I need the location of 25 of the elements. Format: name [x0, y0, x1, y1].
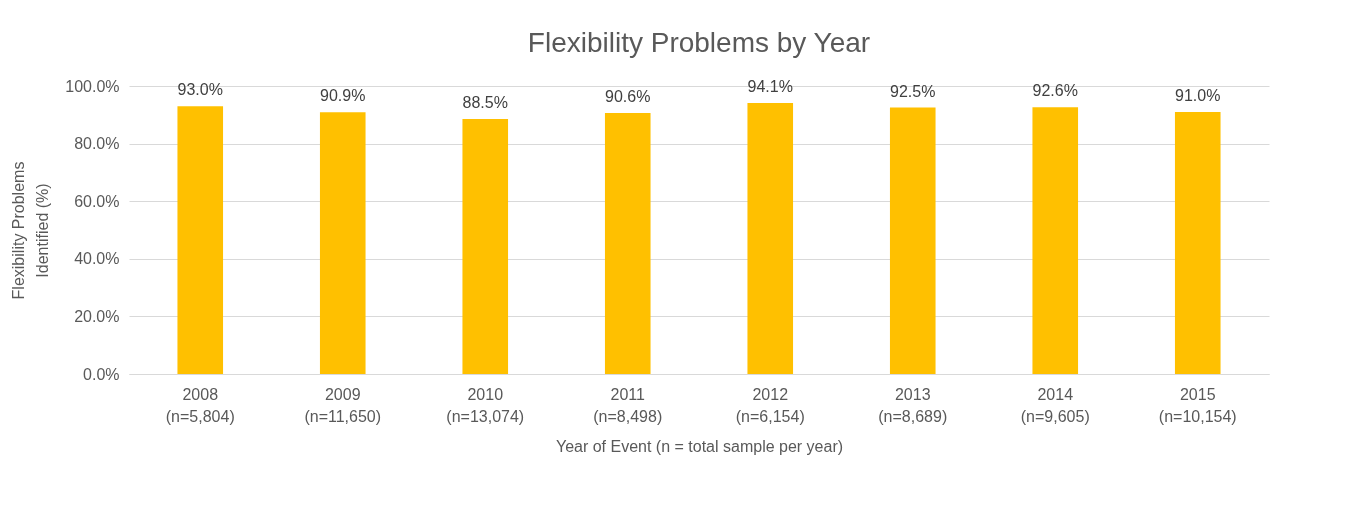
x-tick-label: 2009 (n=11,650) [304, 385, 382, 425]
y-tick-label: 80.0% [74, 135, 120, 153]
data-label: 92.6% [1032, 82, 1078, 100]
x-tick-label: 2011 (n=8,498) [593, 385, 663, 425]
data-label: 91.0% [1175, 86, 1221, 104]
x-tick-label: 2008 (n=5,804) [165, 385, 235, 425]
data-label: 90.6% [605, 88, 651, 106]
data-label: 92.5% [890, 82, 936, 100]
y-tick-label: 20.0% [74, 307, 120, 325]
x-axis-title: Year of Event (n = total sample per year) [555, 437, 844, 455]
chart-title: Flexibility Problems by Year [527, 27, 871, 58]
x-tick-label: 2015 (n=10,154) [1158, 385, 1237, 425]
data-label: 93.0% [177, 81, 223, 99]
data-label: 94.1% [747, 77, 793, 95]
y-tick-label: 0.0% [83, 365, 120, 383]
data-label: 90.9% [320, 87, 366, 105]
x-tick-label: 2013 (n=8,689) [878, 385, 948, 425]
y-tick-label: 100.0% [65, 77, 120, 95]
x-tick-label: 2012 (n=6,154) [735, 385, 805, 425]
y-tick-label: 40.0% [74, 250, 120, 268]
y-axis-title: Flexibility Problems Identified (%) [10, 161, 52, 300]
y-tick-label: 60.0% [74, 192, 120, 210]
data-label: 88.5% [462, 94, 508, 112]
x-tick-label: 2014 (n=9,605) [1020, 385, 1090, 425]
x-tick-label: 2010 (n=13,074) [446, 385, 525, 425]
